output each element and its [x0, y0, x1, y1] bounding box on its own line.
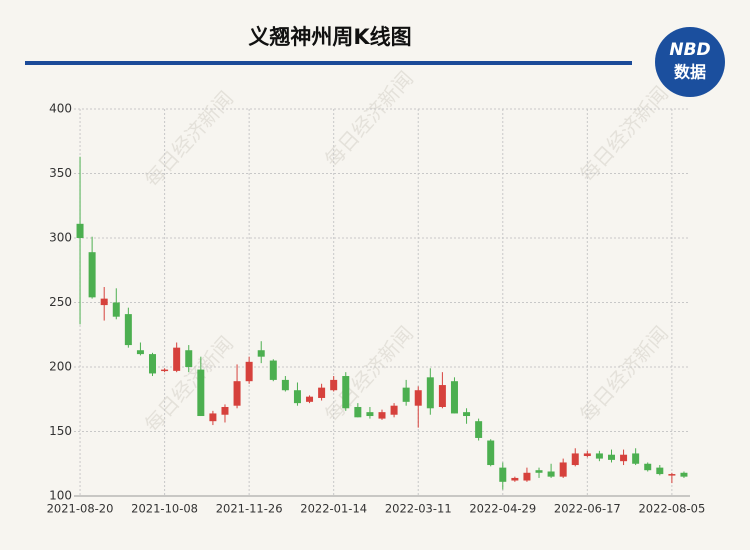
candle-body: [173, 347, 181, 371]
candle-body: [487, 440, 495, 466]
candle-body: [221, 406, 229, 415]
candle-body: [161, 369, 169, 372]
y-tick-label: 300: [49, 231, 72, 245]
candle-body: [330, 379, 338, 391]
candle-body: [378, 412, 386, 419]
watermark: 每日经济新闻: [575, 321, 673, 426]
candle-body: [668, 474, 676, 476]
candle-body: [281, 379, 289, 391]
candle-body: [680, 472, 688, 477]
candle-body: [499, 467, 507, 482]
candle-body: [450, 381, 458, 414]
candle-body: [88, 252, 96, 298]
candle-body: [620, 454, 628, 462]
x-tick-label: 2022-06-17: [554, 502, 621, 516]
candle-body: [76, 223, 84, 238]
candle-body: [523, 472, 531, 481]
chart-title: 义翘神州周K线图: [248, 25, 411, 49]
logo-text: 数据: [674, 63, 706, 82]
candle-body: [583, 453, 591, 457]
logo-text: NBD: [669, 40, 710, 60]
candle-body: [414, 390, 422, 406]
x-tick-label: 2022-08-05: [638, 502, 705, 516]
logo: [655, 27, 725, 97]
candle-body: [185, 350, 193, 367]
candle-body: [209, 413, 217, 422]
candle-body: [149, 354, 157, 374]
candle-body: [257, 350, 265, 357]
candle-body: [511, 477, 519, 481]
candle-body: [245, 361, 253, 382]
candle-body: [342, 376, 350, 409]
y-tick-label: 350: [49, 166, 72, 180]
watermark: 每日经济新闻: [140, 86, 238, 191]
candle-body: [607, 454, 615, 460]
candle-body: [136, 350, 144, 355]
candle-body: [438, 385, 446, 407]
candle-body: [390, 405, 398, 415]
candle-body: [293, 390, 301, 404]
candle-body: [402, 387, 410, 402]
candle-body: [644, 463, 652, 471]
title-rule: [25, 61, 632, 65]
candle-body: [366, 412, 374, 417]
x-tick-label: 2022-01-14: [300, 502, 367, 516]
x-tick-label: 2021-10-08: [131, 502, 198, 516]
candle-body: [595, 453, 603, 459]
watermark: 每日经济新闻: [320, 321, 418, 426]
candle-body: [656, 467, 664, 475]
watermark: 每日经济新闻: [575, 81, 673, 186]
y-tick-label: 200: [49, 360, 72, 374]
candle-body: [306, 396, 314, 402]
candle-body: [559, 462, 567, 477]
candle-body: [112, 302, 120, 317]
candle-body: [233, 381, 241, 406]
watermark: 每日经济新闻: [320, 66, 418, 171]
candle-body: [100, 298, 108, 306]
y-tick-label: 100: [49, 489, 72, 503]
candle-body: [318, 387, 326, 398]
candle-body: [475, 421, 483, 438]
candle-body: [269, 360, 277, 380]
candle-body: [463, 412, 471, 417]
y-tick-label: 250: [49, 295, 72, 309]
y-tick-label: 400: [49, 102, 72, 116]
candle-body: [571, 453, 579, 466]
x-tick-label: 2021-11-26: [216, 502, 283, 516]
candle-body: [632, 453, 640, 464]
x-tick-label: 2021-08-20: [47, 502, 114, 516]
candle-body: [535, 470, 543, 473]
candle-body: [426, 377, 434, 409]
x-tick-label: 2022-04-29: [469, 502, 536, 516]
candle-body: [197, 369, 205, 417]
x-tick-label: 2022-03-11: [385, 502, 452, 516]
y-tick-label: 150: [49, 424, 72, 438]
candle-body: [124, 314, 132, 346]
candle-body: [354, 406, 362, 418]
candle-body: [547, 471, 555, 477]
